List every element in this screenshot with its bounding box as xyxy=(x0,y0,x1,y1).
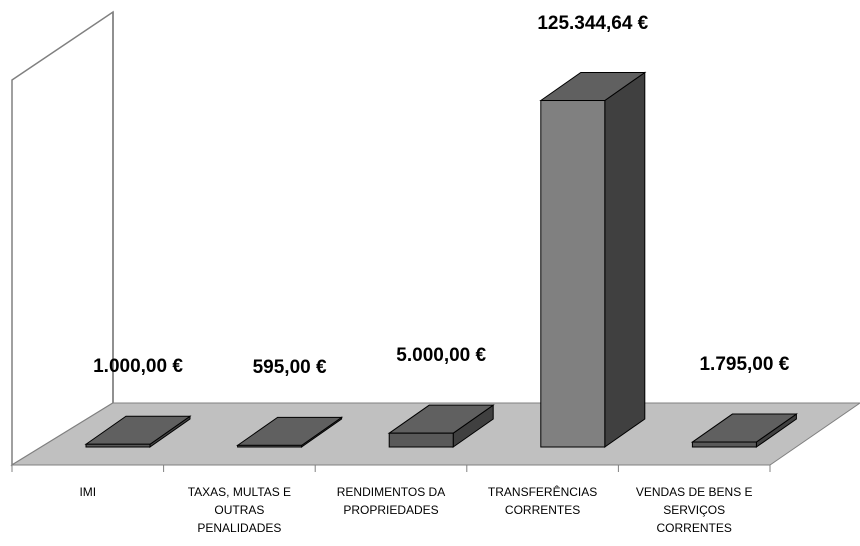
left-wall xyxy=(11,10,114,467)
bar xyxy=(387,404,495,448)
x-tick-label: TAXAS, MULTAS E OUTRAS PENALIDADES xyxy=(187,485,292,535)
value-label: 5.000,00 € xyxy=(396,345,487,367)
x-tick-label: IMI xyxy=(79,485,97,499)
bar xyxy=(84,415,192,448)
bar xyxy=(690,413,798,448)
value-label: 1.000,00 € xyxy=(93,356,183,378)
x-tick-label: RENDIMENTOS DA PROPRIEDADES xyxy=(336,485,446,517)
bar-front xyxy=(237,444,303,448)
value-label: 125.344,64 € xyxy=(537,12,649,34)
value-label: 1.795,00 € xyxy=(699,354,790,376)
x-tick-label: VENDAS DE BENS E SERVIÇOS CORRENTES xyxy=(635,485,753,535)
category-separators xyxy=(11,465,771,472)
bar-front xyxy=(691,441,757,448)
bar xyxy=(236,416,344,448)
bar-front xyxy=(388,432,454,448)
bar xyxy=(539,71,647,448)
bar-front xyxy=(540,100,606,448)
bar-side xyxy=(604,71,646,448)
x-tick-label: TRANSFERÊNCIAS CORRENTES xyxy=(487,485,598,517)
value-label: 595,00 € xyxy=(252,357,327,379)
bar-front xyxy=(85,443,151,448)
